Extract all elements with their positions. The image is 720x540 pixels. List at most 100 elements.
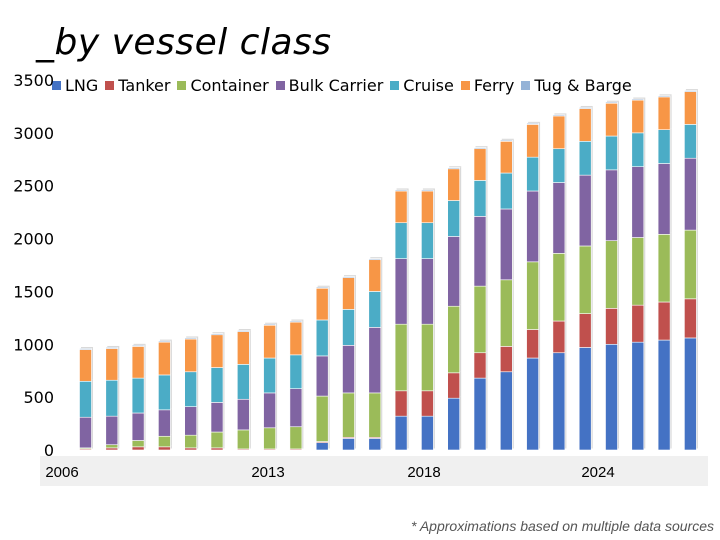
- legend-label: LNG: [65, 76, 99, 95]
- bar-segment-tug-barge-2027: [631, 98, 645, 101]
- bar-segment-cruise-2009: [158, 374, 171, 411]
- bar-shadow: [659, 94, 672, 96]
- bar-segment-container-2026: [605, 240, 618, 309]
- bar-segment-tanker-2008: [131, 446, 145, 451]
- bar-segment-lng-2015: [315, 442, 329, 451]
- bar-segment-container-2008: [131, 440, 145, 448]
- bar-shadow: [580, 105, 593, 108]
- bar-segment-bulk-carrier-2020: [447, 236, 461, 307]
- bar-segment-container-2016: [342, 392, 355, 438]
- bar-segment-bulk-carrier-2023: [526, 190, 539, 263]
- bar-segment-tug-barge-2018: [394, 189, 408, 192]
- bar-shadow: [422, 188, 435, 190]
- bar-segment-tug-barge-2028: [657, 95, 671, 98]
- bar-segment-tug-barge-2019: [421, 189, 434, 192]
- bar-segment-tug-barge-2015: [315, 286, 329, 289]
- bar-segment-tanker-2026: [605, 308, 618, 345]
- bar-segment-bulk-carrier-2027: [631, 166, 645, 238]
- bar-shadow: [528, 121, 541, 123]
- bar-segment-tug-barge-2022: [499, 139, 513, 142]
- bar-segment-ferry-2014: [289, 321, 303, 356]
- bar-segment-lng-2017: [368, 438, 382, 451]
- bar-segment-ferry-2018: [394, 190, 408, 224]
- bar-segment-ferry-2015: [315, 287, 329, 321]
- bar-segment-tanker-2029: [684, 298, 697, 339]
- legend-item-tanker: Tanker: [105, 76, 170, 95]
- x-tick-label: 2006: [45, 464, 78, 481]
- bar-shadow: [449, 166, 462, 168]
- bar-shadow: [607, 100, 619, 102]
- bar-segment-tug-barge-2012: [237, 330, 250, 332]
- bar-segment-bulk-carrier-2024: [552, 182, 566, 254]
- bar-segment-bulk-carrier-2012: [237, 398, 250, 431]
- bar-segment-ferry-2016: [342, 277, 355, 310]
- bar-segment-tanker-2028: [657, 301, 671, 341]
- bar-segment-lng-2021: [473, 377, 487, 451]
- bar-segment-bulk-carrier-2022: [499, 208, 513, 281]
- bar-segment-container-2011: [210, 431, 224, 449]
- bar-segment-bulk-carrier-2025: [578, 174, 592, 247]
- legend-swatch: [177, 81, 187, 90]
- legend-item-container: Container: [177, 76, 269, 95]
- bar-segment-container-2024: [552, 253, 566, 322]
- bar-segment-cruise-2017: [368, 291, 382, 328]
- bar-segment-ferry-2006: [79, 349, 92, 382]
- legend-swatch: [460, 81, 470, 90]
- y-tick-label: 2500: [13, 177, 54, 196]
- bar-segment-bulk-carrier-2017: [368, 327, 382, 394]
- bar-segment-cruise-2010: [184, 371, 197, 407]
- bar-shadow: [344, 275, 356, 277]
- bar-segment-cruise-2022: [499, 172, 513, 210]
- bar-segment-cruise-2014: [289, 354, 303, 389]
- bar-segment-cruise-2007: [105, 379, 119, 417]
- bar-segment-bulk-carrier-2019: [421, 258, 434, 325]
- bar-segment-tanker-2024: [552, 320, 566, 354]
- bar-segment-cruise-2018: [394, 222, 408, 259]
- bar-segment-cruise-2028: [657, 129, 671, 164]
- bar-segment-tanker-2018: [394, 390, 408, 417]
- bar-segment-lng-2020: [447, 397, 461, 451]
- legend-swatch: [521, 81, 531, 90]
- bar-segment-ferry-2021: [473, 148, 487, 181]
- bar-shadow: [501, 138, 514, 140]
- bar-shadow: [370, 257, 383, 259]
- bar-segment-cruise-2026: [605, 135, 618, 171]
- bar-segment-tanker-2027: [631, 304, 645, 343]
- x-tick-label: 2018: [407, 464, 440, 481]
- bar-segment-ferry-2020: [447, 168, 461, 201]
- bar-segment-container-2022: [499, 279, 513, 347]
- bar-segment-bulk-carrier-2029: [684, 157, 697, 231]
- y-tick-label: 1500: [13, 282, 54, 301]
- legend-item-ferry: Ferry: [460, 76, 514, 95]
- bar-segment-bulk-carrier-2010: [184, 406, 197, 436]
- bar-segment-lng-2026: [605, 343, 618, 451]
- bar-shadow: [81, 347, 93, 349]
- bar-shadow: [475, 146, 488, 148]
- bar-segment-ferry-2008: [131, 346, 145, 379]
- bar-segment-tanker-2023: [526, 329, 539, 359]
- bar-shadow: [238, 329, 251, 331]
- bar-segment-cruise-2024: [552, 148, 566, 183]
- bar-segment-ferry-2029: [684, 91, 697, 125]
- bar-segment-ferry-2025: [578, 108, 592, 142]
- bar-segment-lng-2018: [394, 415, 408, 451]
- legend-label: Cruise: [403, 76, 454, 95]
- y-tick-label: 3000: [13, 124, 54, 143]
- bar-segment-cruise-2016: [342, 309, 355, 346]
- bar-segment-ferry-2019: [421, 190, 434, 224]
- bar-segment-tanker-2011: [210, 447, 224, 451]
- bar-segment-bulk-carrier-2013: [263, 392, 276, 429]
- bar-segment-tug-barge-2011: [210, 333, 224, 336]
- bar-segment-ferry-2028: [657, 96, 671, 130]
- bar-segment-bulk-carrier-2026: [605, 169, 618, 241]
- bar-segment-container-2021: [473, 285, 487, 354]
- y-tick-label: 1000: [13, 335, 54, 354]
- bar-shadow: [554, 113, 567, 115]
- bar-segment-bulk-carrier-2011: [210, 402, 224, 433]
- bar-segment-tanker-2007: [105, 447, 119, 451]
- y-tick-label: 0: [44, 441, 54, 460]
- bar-segment-tug-barge-2020: [447, 167, 461, 170]
- bar-shadow: [396, 188, 409, 190]
- bar-segment-tug-barge-2016: [342, 276, 355, 278]
